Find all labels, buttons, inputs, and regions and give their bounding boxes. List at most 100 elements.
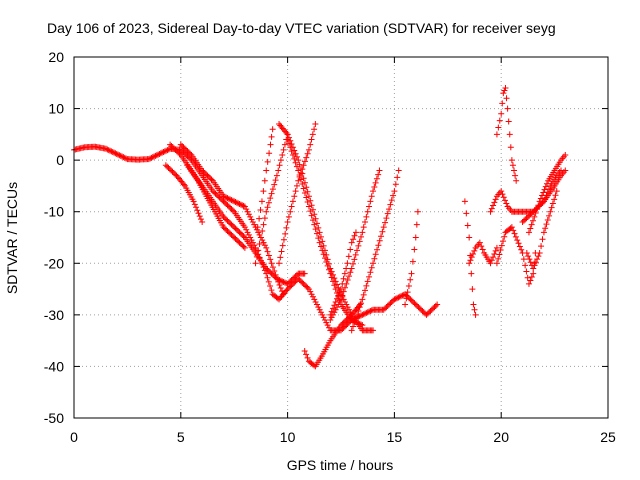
data-point: [358, 312, 365, 319]
data-point: [292, 188, 299, 195]
data-point: [342, 318, 349, 325]
data-point: [525, 229, 532, 236]
data-point: [357, 301, 364, 308]
data-point: [468, 254, 475, 261]
data-point: [112, 150, 119, 157]
data-point: [267, 195, 274, 202]
data-point: [179, 142, 186, 149]
data-point: [235, 200, 242, 207]
data-point: [107, 147, 114, 154]
data-point: [359, 229, 366, 236]
data-point: [321, 317, 328, 324]
data-point: [221, 199, 228, 206]
data-point: [301, 158, 308, 165]
data-point: [215, 193, 222, 200]
data-point: [275, 278, 282, 285]
data-point: [271, 268, 278, 275]
data-point: [291, 193, 298, 200]
data-point: [348, 317, 355, 324]
data-point: [552, 192, 559, 199]
data-point: [288, 277, 295, 284]
data-point: [307, 208, 314, 215]
x-tick-label: 20: [493, 429, 509, 445]
data-point: [221, 215, 228, 222]
data-point: [351, 319, 358, 326]
data-point: [533, 206, 540, 213]
data-point: [327, 270, 334, 277]
data-point: [261, 177, 268, 184]
data-point: [257, 206, 264, 213]
data-point: [181, 145, 188, 152]
data-point: [355, 307, 362, 314]
data-point: [528, 274, 535, 281]
data-point: [309, 206, 316, 213]
data-point: [241, 203, 248, 210]
data-point: [184, 148, 191, 155]
data-point: [366, 203, 373, 210]
data-point: [364, 309, 371, 316]
data-point: [166, 166, 173, 173]
series-sat-17: [466, 239, 500, 267]
data-point: [232, 225, 239, 232]
data-point: [325, 266, 332, 273]
data-point: [236, 229, 243, 236]
data-point: [402, 301, 409, 308]
data-point: [225, 229, 232, 236]
data-point: [386, 206, 393, 213]
data-point: [426, 309, 433, 316]
data-point: [411, 300, 418, 307]
data-point: [376, 237, 383, 244]
data-point: [418, 306, 425, 313]
data-point: [289, 151, 296, 158]
data-point: [187, 150, 194, 157]
data-point: [342, 298, 349, 305]
data-point: [493, 131, 500, 138]
data-point: [183, 146, 190, 153]
data-point: [374, 246, 381, 253]
data-point: [359, 322, 366, 329]
data-point: [311, 221, 318, 228]
data-point: [117, 152, 124, 159]
data-point: [340, 324, 347, 331]
data-point: [173, 148, 180, 155]
data-point: [466, 260, 473, 267]
data-point: [380, 224, 387, 231]
data-point: [275, 167, 282, 174]
data-point: [359, 296, 366, 303]
data-point: [307, 141, 314, 148]
data-point: [478, 243, 485, 250]
data-point: [257, 234, 264, 241]
data-point: [295, 275, 302, 282]
data-point: [245, 231, 252, 238]
data-point: [305, 203, 312, 210]
data-point: [373, 175, 380, 182]
data-point: [194, 207, 201, 214]
data-point: [239, 242, 246, 249]
data-point: [323, 319, 330, 326]
data-point: [316, 306, 323, 313]
data-point: [264, 274, 271, 281]
data-point: [358, 233, 365, 240]
data-point: [167, 141, 174, 148]
data-point: [328, 308, 335, 315]
data-point: [324, 322, 331, 329]
y-tick-label: -20: [44, 255, 64, 271]
data-point: [388, 298, 395, 305]
data-point: [240, 243, 247, 250]
data-point: [300, 175, 307, 182]
data-point: [511, 230, 518, 237]
data-point: [288, 141, 295, 148]
data-point: [313, 220, 320, 227]
data-point: [160, 149, 167, 156]
data-point: [280, 278, 287, 285]
data-point: [148, 154, 155, 161]
data-point: [526, 212, 533, 219]
data-point: [332, 306, 339, 313]
data-point: [551, 196, 558, 203]
data-point: [253, 226, 260, 233]
data-point: [308, 202, 315, 209]
data-point: [164, 163, 171, 170]
data-point: [466, 234, 473, 241]
data-point: [335, 284, 342, 291]
data-point: [245, 211, 252, 218]
